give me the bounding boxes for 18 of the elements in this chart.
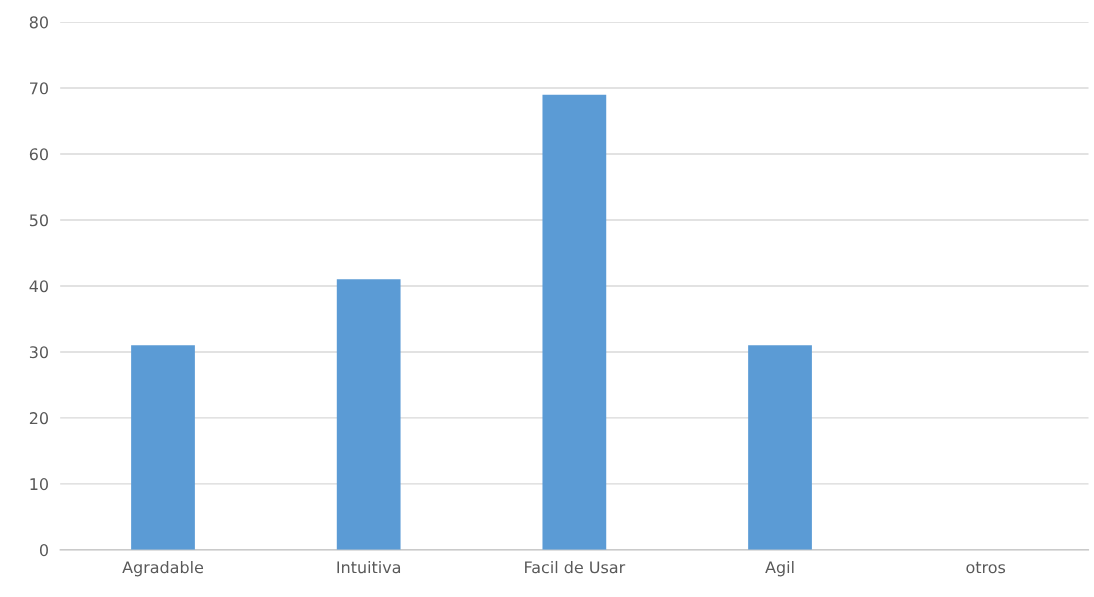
y-tick-label: 80 — [29, 16, 48, 29]
y-tick-label: 50 — [29, 214, 48, 227]
x-tick-label: otros — [966, 561, 1006, 574]
bar — [131, 345, 195, 550]
x-tick-label: Agil — [765, 560, 794, 577]
y-tick-label: 10 — [30, 478, 48, 491]
y-tick-label: 0 — [39, 544, 48, 557]
x-tick-label: Agradable — [122, 560, 204, 577]
y-tick-label: 70 — [30, 82, 48, 95]
x-tick-label: Intuitiva — [337, 560, 401, 574]
x-tick-label: Facil de Usar — [525, 560, 626, 574]
bar — [542, 94, 607, 550]
y-tick-label: 30 — [29, 346, 48, 359]
bar — [336, 279, 401, 550]
bar — [748, 345, 812, 550]
y-tick-label: 60 — [29, 148, 48, 161]
y-tick-label: 20 — [29, 412, 48, 425]
y-tick-label: 40 — [29, 280, 48, 293]
